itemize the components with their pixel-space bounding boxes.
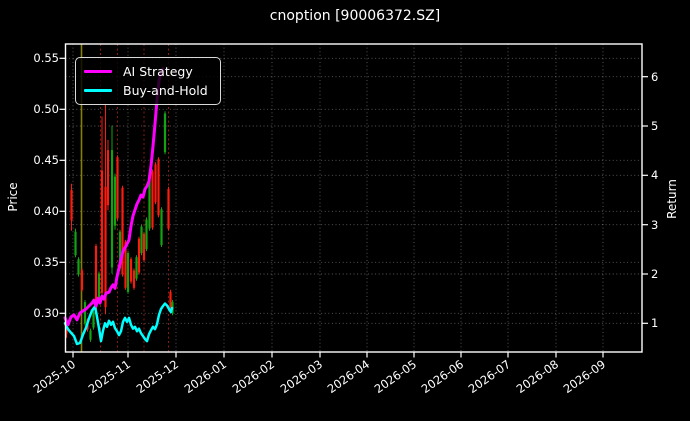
- return-tick-label: 4: [651, 168, 659, 182]
- legend-label-buy-and-hold: Buy-and-Hold: [123, 83, 208, 98]
- candle-down: [124, 241, 127, 288]
- legend-label-ai-strategy: AI Strategy: [123, 64, 193, 79]
- candle-up: [163, 113, 167, 153]
- price-tick-label: 0.35: [33, 255, 59, 269]
- legend-item-ai-strategy: AI Strategy: [84, 64, 212, 79]
- candle-up: [126, 253, 130, 292]
- ai-strategy-line: [63, 67, 165, 327]
- candle-up: [110, 150, 114, 268]
- candle-down: [94, 246, 98, 310]
- candle-up: [135, 257, 138, 279]
- legend: AI Strategy Buy-and-Hold: [75, 57, 221, 105]
- candle-down: [106, 150, 110, 206]
- candle-down: [116, 157, 119, 219]
- return-tick-label: 3: [651, 218, 659, 232]
- price-tick-label: 0.50: [33, 102, 59, 116]
- buy-and-hold-line: [63, 302, 174, 346]
- candle-up: [118, 231, 122, 269]
- candle-down: [121, 187, 124, 275]
- candle-up: [92, 312, 95, 328]
- return-tick-label: 5: [651, 119, 659, 133]
- candle-down: [151, 171, 154, 228]
- buy-and-hold-line-swatch: [84, 89, 112, 92]
- candle-up: [97, 273, 101, 303]
- candle-down: [167, 188, 170, 229]
- candle-up: [77, 259, 80, 275]
- candle-up: [160, 209, 163, 245]
- candle-down: [157, 159, 160, 216]
- candle-down: [132, 270, 136, 288]
- candle-down: [70, 189, 73, 221]
- price-tick-label: 0.45: [33, 153, 59, 167]
- candle-down: [142, 233, 146, 261]
- candle-down: [154, 164, 157, 203]
- ai-strategy-line-swatch: [84, 70, 112, 73]
- price-tick-label: 0.55: [33, 51, 59, 65]
- candle-down: [169, 291, 172, 311]
- legend-item-buy-and-hold: Buy-and-Hold: [84, 83, 212, 98]
- price-axis-label: Price: [6, 182, 20, 212]
- price-tick-label: 0.30: [33, 306, 59, 320]
- candle-up: [148, 172, 151, 229]
- candle-up: [113, 176, 117, 226]
- candle-down: [100, 170, 104, 293]
- return-axis-label: Return: [665, 179, 679, 219]
- return-tick-label: 2: [651, 267, 659, 281]
- candle-up: [89, 330, 92, 340]
- candle-up: [145, 219, 148, 250]
- candle-down: [104, 186, 107, 308]
- candle-up: [83, 302, 87, 324]
- candle-up: [140, 226, 143, 254]
- candle-down: [80, 270, 84, 290]
- price-tick-label: 0.40: [33, 204, 59, 218]
- candle-down: [129, 259, 133, 282]
- return-tick-label: 1: [651, 316, 659, 330]
- chart-title: cnoption [90006372.SZ]: [269, 8, 441, 24]
- axes-spines: [64, 43, 643, 353]
- candle-down: [137, 238, 141, 273]
- candle-up: [74, 231, 77, 256]
- return-tick-label: 6: [651, 70, 659, 84]
